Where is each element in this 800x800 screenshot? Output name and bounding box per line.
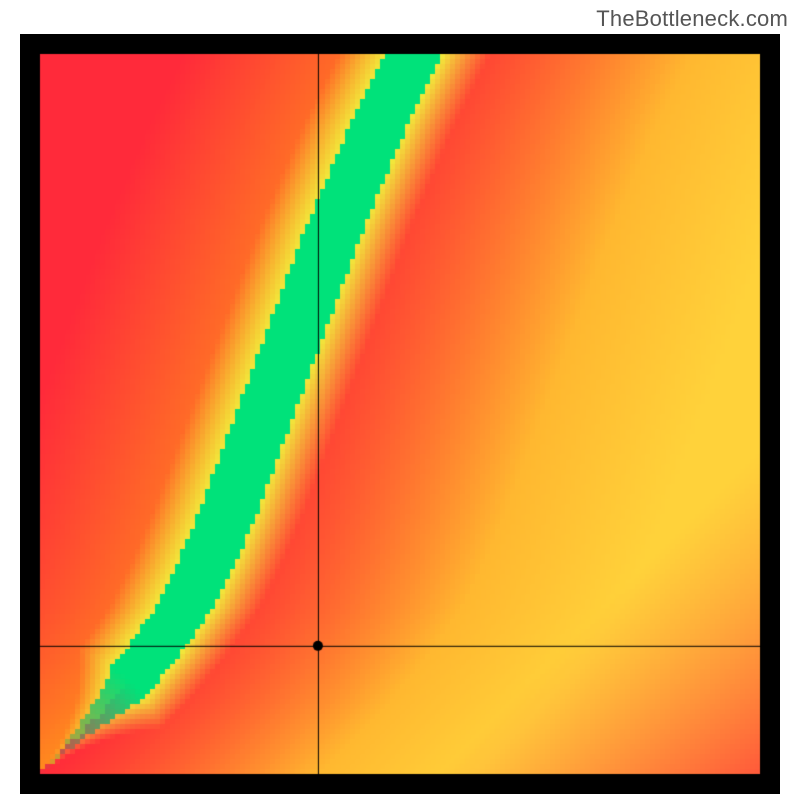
bottleneck-heatmap [20, 34, 780, 794]
attribution-text: TheBottleneck.com [596, 6, 788, 32]
plot-outer-frame [20, 34, 780, 794]
chart-container: TheBottleneck.com [0, 0, 800, 800]
